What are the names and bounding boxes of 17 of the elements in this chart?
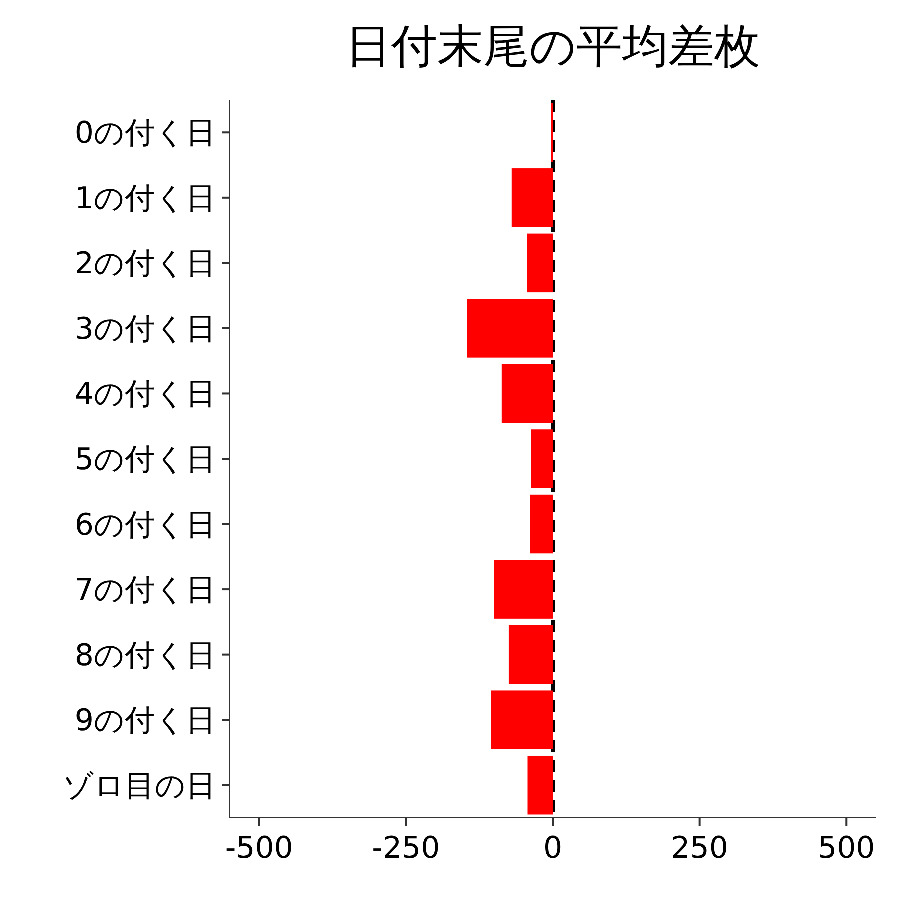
- y-tick-label: 2の付く日: [74, 246, 216, 282]
- y-tick-label: 6の付く日: [74, 508, 216, 543]
- y-tick-label: 5の付く日: [74, 442, 216, 478]
- y-tick-label: 9の付く日: [74, 704, 216, 739]
- y-tick-label: 3の付く日: [74, 312, 216, 347]
- y-tick-label: 1の付く日: [74, 181, 216, 216]
- x-tick-label: 0: [543, 831, 563, 866]
- y-tick-label: 4の付く日: [74, 377, 216, 412]
- y-tick-label: 0の付く日: [74, 116, 216, 152]
- x-tick-label: 500: [818, 831, 876, 866]
- x-tick-label: -500: [225, 831, 294, 866]
- chart-title: 日付末尾の平均差枚: [346, 19, 760, 73]
- y-tick-label: 7の付く日: [74, 573, 216, 608]
- x-tick-label: -250: [372, 831, 440, 866]
- y-tick-label: ゾロ目の日: [63, 768, 216, 804]
- y-tick-label: 8の付く日: [74, 638, 216, 674]
- x-tick-label: 250: [671, 831, 728, 866]
